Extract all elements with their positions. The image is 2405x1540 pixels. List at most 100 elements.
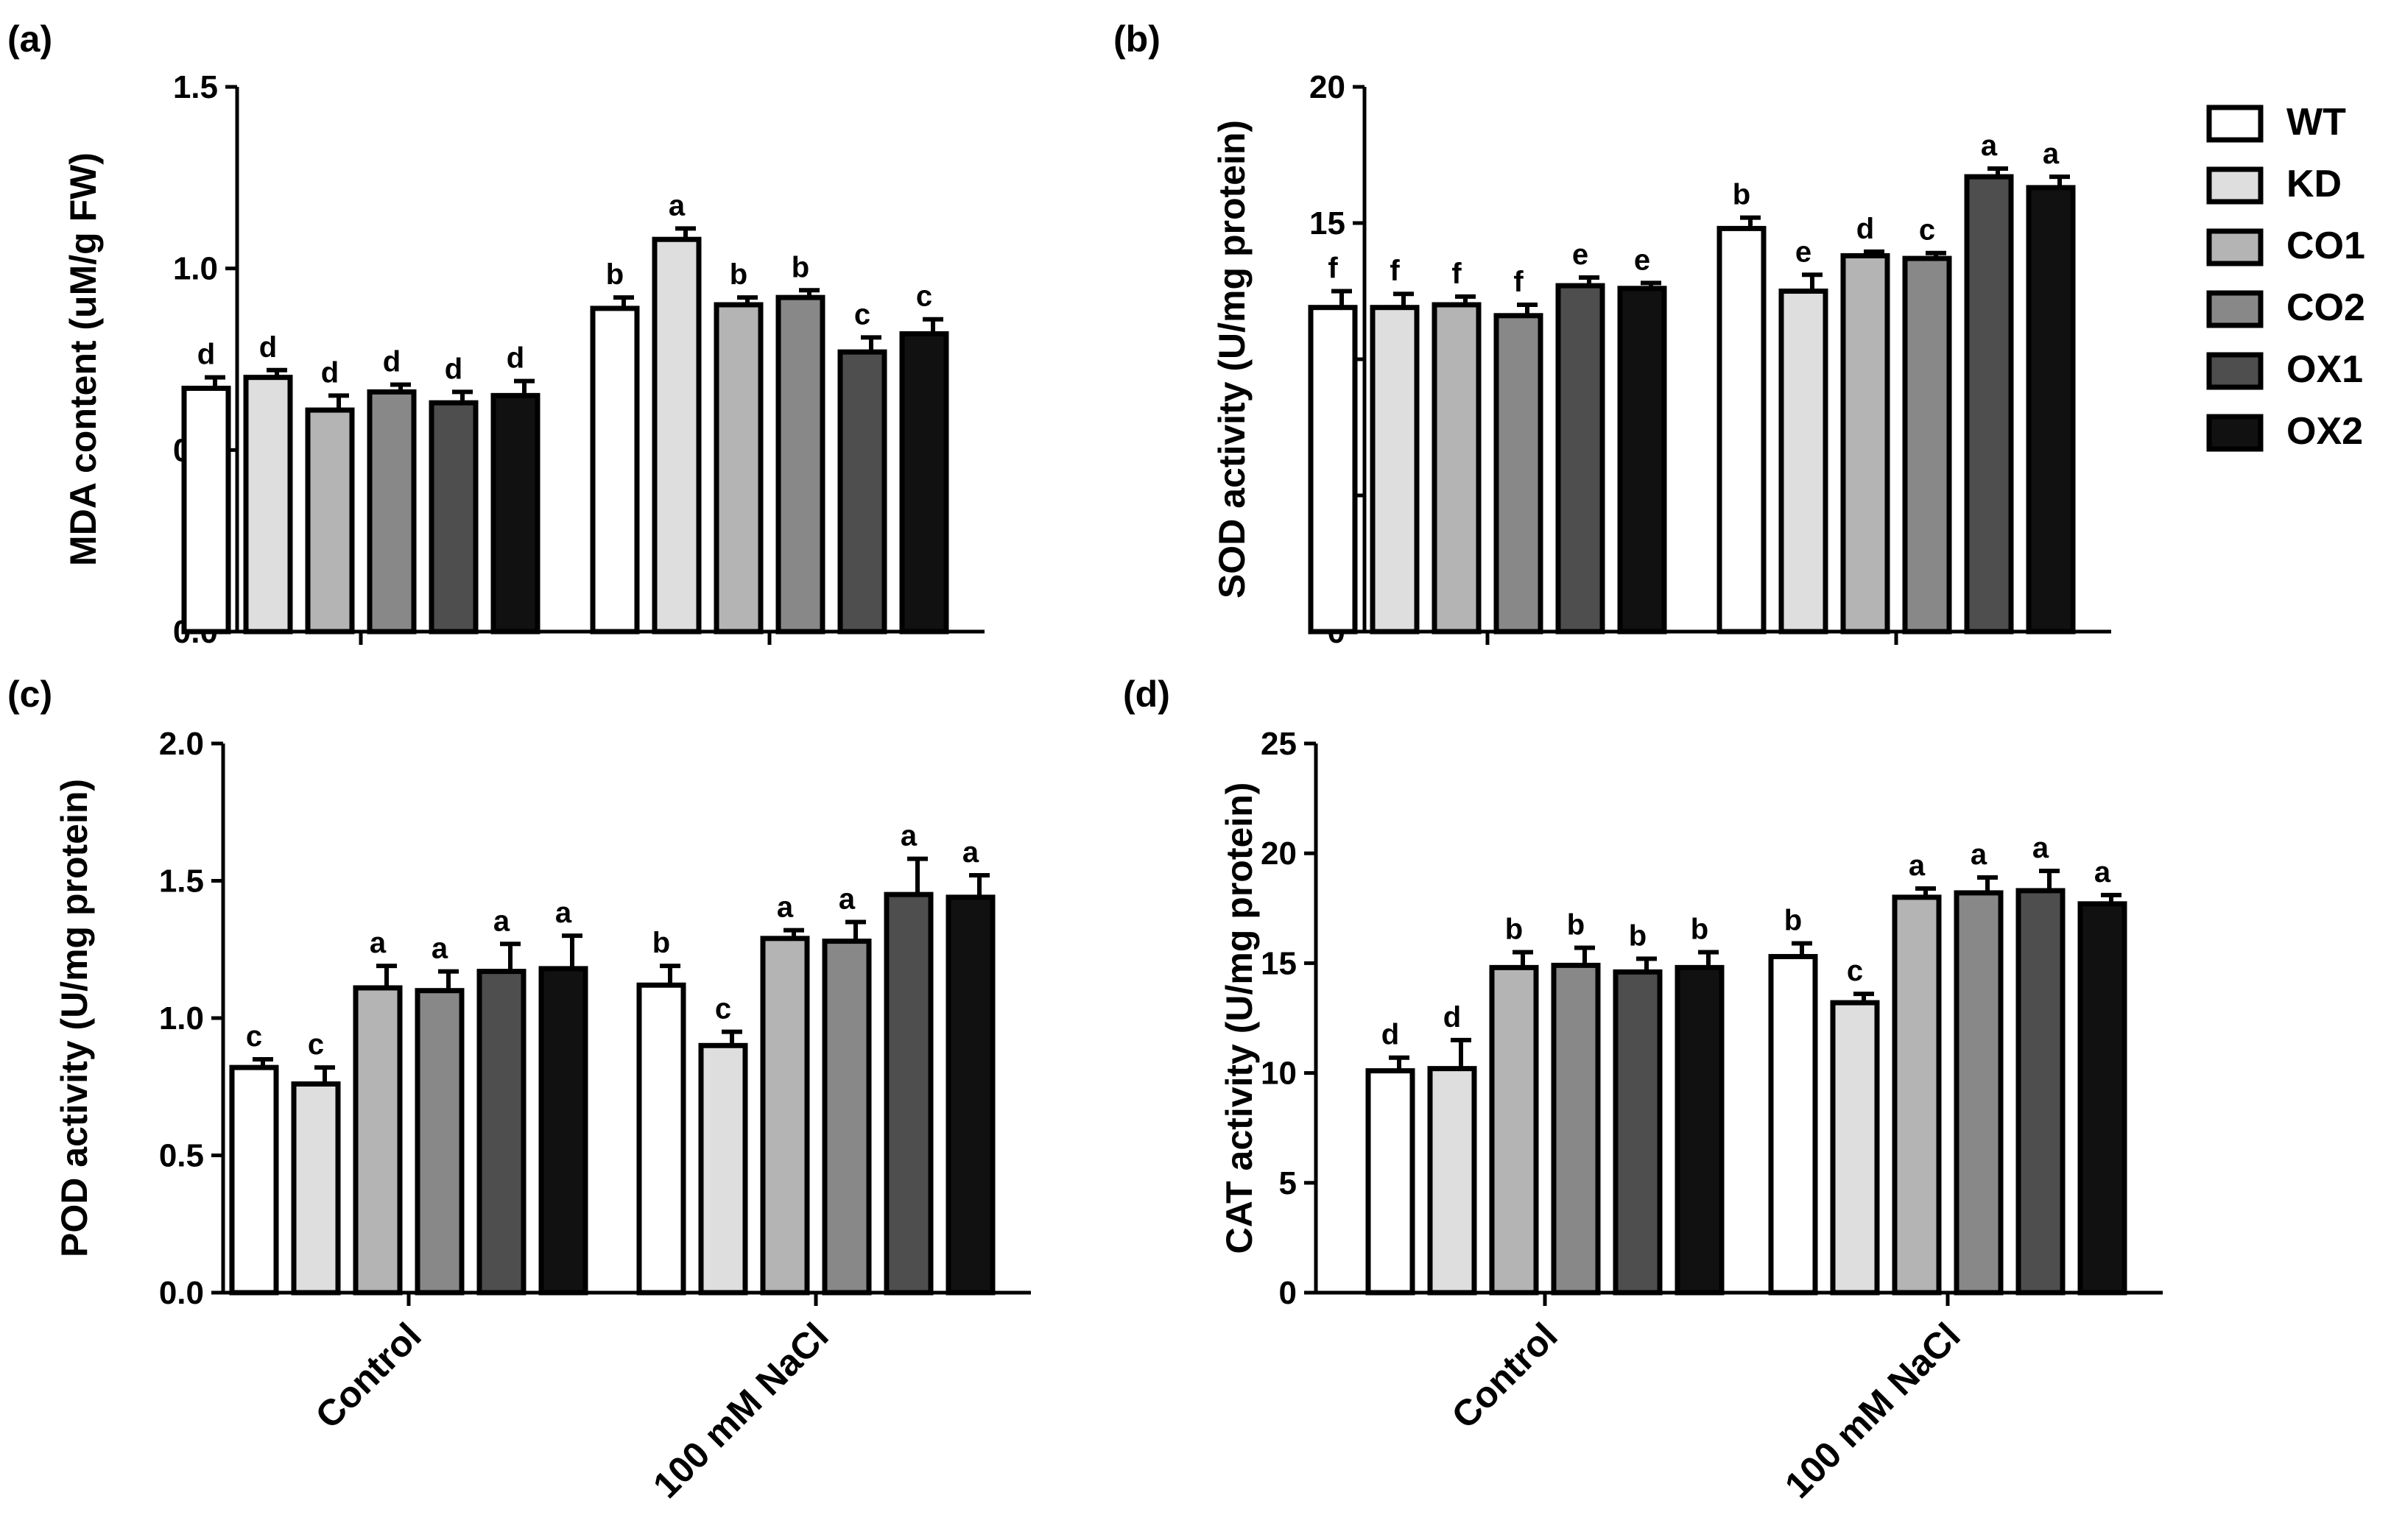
panel-d-y-tick-label: 25 (1261, 726, 1297, 762)
panel-b-sig-letter-wt-1: b (1733, 179, 1750, 211)
legend-swatch-wt (2206, 105, 2264, 143)
panel-a-y-tick-label: 1.5 (173, 69, 218, 105)
panel-d-sig-letter-ox2-1: a (2094, 856, 2111, 889)
panel-b-sig-letter-kd-1: e (1795, 236, 1811, 268)
panel-a-sig-letter-wt-1: b (606, 258, 624, 291)
panel-b-sig-letter-wt-0: f (1328, 252, 1338, 285)
panel-c-bar-kd-1 (698, 1042, 748, 1296)
panel-d: (d) CAT activity (U/mg protein) 0 5 10 15 20 25… (1123, 674, 2163, 1506)
panel-d-sig-letter-kd-1: c (1847, 955, 1863, 987)
panel-d-y-tick-label: 15 (1261, 945, 1297, 981)
panel-c-y-tick-label: 2.0 (159, 726, 204, 762)
panel-b-bar-co1-0 (1432, 302, 1482, 635)
panel-d-bar-co2-1 (1954, 890, 2004, 1296)
panel-d-bar-co1-0 (1489, 964, 1539, 1296)
panel-a-bar-co1-1 (714, 302, 764, 635)
panel-c-sig-letter-wt-1: b (652, 927, 670, 959)
panel-d-y-tick-label: 20 (1261, 836, 1297, 872)
panel-c-sig-letter-kd-0: c (308, 1028, 324, 1061)
panel-a: (a)MDA content (uM/g FW)0.00.51.01.5dbda… (7, 18, 985, 650)
legend-entry-wt: WT (2206, 101, 2346, 144)
panel-a-bar-co2-1 (775, 294, 825, 635)
panel-a-sig-letter-co1-1: b (730, 258, 747, 291)
panel-b-sig-letter-ox1-0: e (1572, 239, 1588, 271)
panel-b-bar-ox2-0 (1617, 286, 1667, 635)
panel-c-bar-kd-0 (291, 1081, 341, 1296)
panel-a-sig-letter-co2-1: b (792, 251, 809, 283)
panel-b-sig-letter-ox1-1: a (1981, 130, 1998, 162)
panel-c-bar-co1-0 (353, 985, 403, 1296)
panel-d-label: (d) (1123, 674, 1170, 715)
panel-a-sig-letter-kd-1: a (669, 189, 686, 222)
panel-b-sig-letter-co2-1: c (1919, 214, 1935, 247)
legend-entry-ox1: OX1 (2206, 348, 2363, 391)
panel-a-sig-letter-ox2-1: c (916, 280, 932, 313)
panel-b-bar-ox2-1 (2026, 185, 2076, 635)
panel-a-sig-letter-ox2-0: d (507, 342, 524, 375)
panel-b-y-tick-label: 20 (1309, 69, 1345, 105)
panel-b-label: (b) (1113, 18, 1161, 60)
panel-c-sig-letter-wt-0: c (246, 1020, 262, 1053)
panel-d-sig-letter-wt-1: b (1784, 905, 1802, 937)
panel-a-sig-letter-co1-0: d (321, 356, 339, 389)
panel-a-bar-kd-0 (243, 375, 293, 635)
panel-b-bar-kd-1 (1778, 289, 1828, 635)
panel-d-y-tick-label: 0 (1279, 1275, 1297, 1311)
panel-c-label: (c) (7, 674, 52, 715)
panel-a-label: (a) (7, 18, 52, 60)
panel-d-sig-letter-wt-0: d (1381, 1019, 1399, 1051)
panel-c-y-tick-label: 1.0 (159, 1000, 204, 1036)
panel-b-bar-ox1-1 (1964, 174, 2014, 635)
panel-c-sig-letter-kd-1: c (715, 993, 731, 1025)
panel-b-bar-kd-0 (1370, 305, 1420, 635)
panel-a-bar-co2-0 (367, 389, 417, 635)
panel-c-sig-letter-ox1-1: a (901, 820, 918, 852)
panel-b: (b)SOD activity (U/mg protein)05101520fb… (1113, 18, 2111, 650)
panel-d-bar-wt-1 (1768, 953, 1818, 1296)
panel-c-sig-letter-co1-1: a (777, 891, 794, 924)
panel-c-sig-letter-ox2-0: a (555, 897, 572, 929)
panel-c-bar-ox1-1 (884, 891, 934, 1296)
legend-label-co1: CO1 (2286, 225, 2365, 267)
panel-c-bar-co2-0 (415, 988, 465, 1296)
panel-d-x-tick-label: Control (1444, 1315, 1566, 1436)
panel-b-sig-letter-kd-0: f (1390, 255, 1400, 287)
panel-a-sig-letter-co2-0: d (383, 346, 401, 378)
panel-c-bar-ox2-1 (946, 894, 996, 1296)
legend: WT KD CO1 CO2 OX1 OX2 (2206, 101, 2365, 453)
panel-c: (c) POD activity (U/mg protein) 0.0 0.5 1.0 1… (7, 674, 1031, 1506)
legend-swatch-kd (2206, 166, 2264, 205)
panel-c-y-tick-label: 0.5 (159, 1138, 204, 1174)
panel-a-sig-letter-ox1-0: d (445, 353, 462, 385)
panel-a-bar-ox1-1 (837, 349, 887, 635)
panel-c-bar-ox2-0 (538, 966, 588, 1296)
panel-d-bar-ox1-0 (1613, 969, 1663, 1296)
panel-b-bar-ox1-0 (1555, 283, 1605, 635)
panel-b-bar-co2-1 (1902, 255, 1952, 635)
legend-label-ox2: OX2 (2286, 410, 2363, 453)
panel-a-bar-ox1-0 (429, 400, 479, 635)
panel-d-sig-letter-co1-0: b (1505, 913, 1523, 945)
panel-c-sig-letter-co2-1: a (839, 883, 856, 915)
panel-d-sig-letter-co2-1: a (1971, 838, 1987, 871)
panel-d-sig-letter-ox1-0: b (1629, 919, 1647, 952)
panel-a-sig-letter-kd-0: d (259, 331, 277, 364)
panel-c-y-tick-label: 1.5 (159, 863, 204, 900)
panel-d-bar-wt-0 (1365, 1068, 1415, 1296)
panel-c-y-tick-label: 0.0 (159, 1275, 204, 1311)
legend-entry-kd: KD (2206, 163, 2342, 205)
panel-a-bar-kd-1 (652, 236, 702, 635)
legend-swatch-ox1 (2206, 352, 2264, 390)
panel-a-bar-wt-1 (590, 305, 640, 635)
panel-d-bar-ox2-1 (2077, 901, 2127, 1296)
panel-b-bar-wt-1 (1716, 225, 1767, 635)
legend-swatch-co2 (2206, 290, 2264, 328)
legend-entry-ox2: OX2 (2206, 410, 2363, 453)
panel-c-sig-letter-co1-0: a (370, 927, 387, 959)
legend-entry-co2: CO2 (2206, 286, 2365, 329)
panel-b-y-axis-title: SOD activity (U/mg protein) (1211, 120, 1253, 598)
panel-c-sig-letter-co2-0: a (432, 933, 448, 965)
panel-d-y-axis-title: CAT activity (U/mg protein) (1219, 783, 1260, 1254)
panel-a-bar-ox2-1 (899, 331, 949, 635)
panel-d-bar-co1-1 (1892, 894, 1942, 1296)
